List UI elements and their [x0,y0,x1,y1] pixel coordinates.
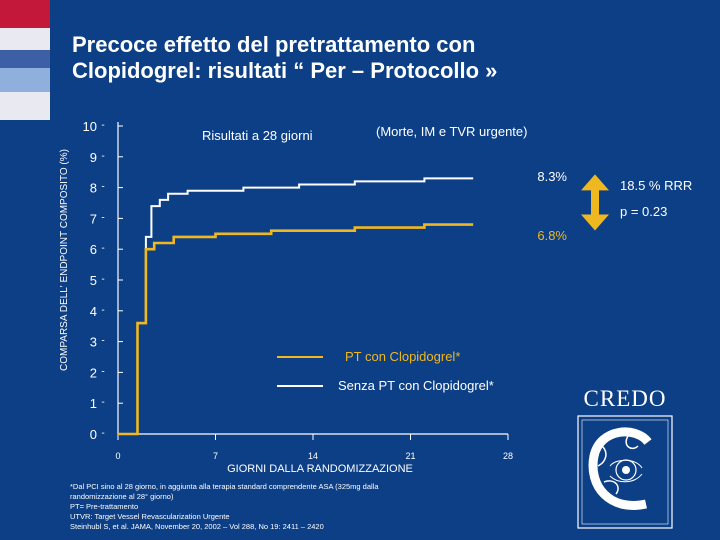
ornamental-letter-c-icon [577,415,673,529]
color-strip [0,0,50,120]
y-tick-dash: - [101,428,104,439]
y-tick-dash: - [101,120,104,131]
y-tick-dash: - [101,212,104,223]
y-tick-label: 2 [90,365,97,380]
end-label-senza-pt: 8.3% [537,169,567,184]
legend-label: PT con Clopidogrel* [345,349,460,364]
y-tick-label: 1 [90,396,97,411]
series-line-pt-clopidogrel [118,223,474,436]
y-tick-label: 6 [90,242,97,257]
y-tick-label: 5 [90,273,97,288]
x-tick-label: 28 [503,451,513,461]
y-tick-label: 10 [83,119,97,134]
y-tick-label: 7 [90,211,97,226]
color-strip-band [0,92,50,120]
x-tick-label: 0 [115,451,120,461]
series-line-senza-pt [118,177,474,435]
title-line-2: Clopidogrel: risultati “ Per – Protocoll… [72,58,498,83]
y-tick-label: 9 [90,150,97,165]
y-tick-label: 0 [90,427,97,442]
y-tick-label: 3 [90,335,97,350]
chart-subtitle: Risultati a 28 giorni [202,128,313,143]
pvalue-annotation: p = 0.23 [620,204,667,219]
footnote: *Dal PCI sino al 28 giorno, in aggiunta … [70,482,500,532]
color-strip-band [0,28,50,50]
y-tick-dash: - [101,305,104,316]
credo-logo: CREDO [570,386,680,534]
footnote-line-1: *Dal PCI sino al 28 giorno, in aggiunta … [70,482,379,491]
title-line-1: Precoce effetto del pretrattamento con [72,32,476,57]
color-strip-band [0,68,50,92]
color-strip-band [0,50,50,68]
footnote-line-2: randomizzazione al 28° giorno) [70,492,174,501]
y-tick-dash: - [101,336,104,347]
double-arrow-icon [581,174,609,231]
x-tick-label: 7 [213,451,218,461]
y-axis-label: COMPARSA DELL' ENDPOINT COMPOSITO (%) [59,149,70,371]
footnote-line-4: UTVR: Target Vessel Revascularization Ur… [70,512,230,521]
y-tick-dash: - [101,366,104,377]
y-tick-label: 8 [90,181,97,196]
footnote-line-5: Steinhubl S, et al. JAMA, November 20, 2… [70,522,324,531]
x-axis-label: GIORNI DALLA RANDOMIZZAZIONE [227,463,413,475]
slide-title: Precoce effetto del pretrattamento con C… [72,32,672,84]
y-tick-dash: - [101,274,104,285]
color-strip-band [0,0,50,28]
end-label-pt-clopidogrel: 6.8% [537,228,567,243]
legend-label: Senza PT con Clopidogrel* [338,378,494,393]
x-tick-label: 21 [405,451,415,461]
y-tick-dash: - [101,182,104,193]
footnote-line-3: PT= Pre-trattamento [70,502,139,511]
y-tick-dash: - [101,243,104,254]
y-tick-label: 4 [90,304,97,319]
x-tick-label: 14 [308,451,318,461]
rrr-annotation: 18.5 % RRR [620,178,692,193]
y-tick-dash: - [101,151,104,162]
credo-logo-text: CREDO [583,386,667,411]
y-tick-dash: - [101,397,104,408]
chart-subtitle-endpoint: (Morte, IM e TVR urgente) [376,124,527,139]
